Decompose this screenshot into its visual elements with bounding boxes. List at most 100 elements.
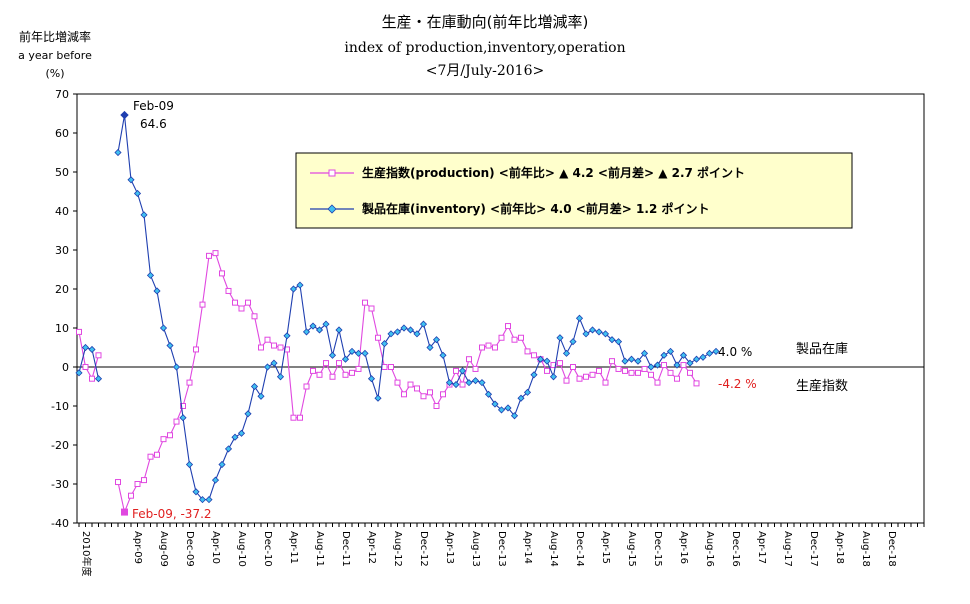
x-tick-label: Dec-15 — [652, 531, 663, 567]
data-point — [588, 326, 597, 334]
data-point — [407, 381, 414, 388]
data-point — [628, 369, 635, 376]
data-point — [686, 359, 694, 367]
data-point — [81, 343, 90, 352]
legend-marker-inventory — [327, 204, 337, 214]
data-point — [198, 496, 207, 504]
data-point — [186, 379, 193, 386]
chart-subtitle-date: <7月/July-2016> — [426, 63, 544, 79]
data-point — [237, 429, 246, 437]
data-point — [290, 414, 297, 421]
data-point — [510, 412, 519, 420]
legend-entry-production: 生産指数(production) <前年比> ▲ 4.2 <前月差> ▲ 2.7… — [362, 165, 745, 180]
data-point — [367, 375, 376, 383]
x-tick-label: Apr-17 — [756, 531, 767, 564]
data-point — [88, 345, 96, 354]
data-point — [401, 391, 407, 398]
x-tick-label: Dec-09 — [184, 531, 195, 567]
data-point — [622, 367, 628, 374]
x-tick-label: Apr-13 — [444, 531, 455, 564]
data-point — [251, 313, 258, 320]
data-point — [439, 351, 447, 359]
data-point — [419, 320, 428, 328]
y-tick-label: 50 — [55, 166, 69, 179]
data-point — [393, 328, 402, 336]
x-tick-label: Apr-10 — [210, 531, 221, 564]
data-point — [283, 332, 291, 340]
data-point — [232, 299, 238, 306]
x-tick-label: Dec-10 — [262, 531, 273, 567]
data-point — [420, 393, 427, 400]
data-point — [349, 369, 355, 376]
data-point — [127, 176, 135, 184]
data-point — [199, 301, 206, 308]
data-point — [518, 334, 524, 341]
data-point — [388, 364, 394, 370]
data-point — [374, 394, 382, 402]
data-point — [679, 351, 688, 359]
data-point — [336, 360, 342, 367]
series-production — [76, 250, 700, 516]
data-point — [342, 371, 349, 378]
data-point — [563, 377, 570, 384]
data-point — [258, 344, 264, 351]
x-tick-label: Dec-16 — [730, 531, 741, 567]
data-point — [648, 371, 654, 378]
data-point — [146, 271, 155, 279]
y-tick-label: -20 — [51, 439, 69, 452]
data-point — [413, 330, 421, 338]
data-point — [322, 320, 330, 328]
x-tick-label: Aug-13 — [470, 531, 481, 567]
data-point — [406, 326, 415, 334]
data-point — [270, 359, 278, 367]
data-point — [635, 369, 641, 376]
data-point — [159, 324, 168, 332]
data-point — [673, 361, 681, 369]
y-tick-label: 0 — [62, 361, 69, 374]
data-point — [602, 379, 609, 386]
data-point — [328, 351, 337, 359]
y-tick-label: -30 — [51, 478, 69, 491]
x-tick-label: Apr-11 — [288, 531, 299, 564]
data-point — [693, 380, 700, 387]
prod-low-label: Feb-09, -37.2 — [132, 507, 212, 521]
data-point — [641, 365, 648, 372]
data-point — [621, 357, 629, 365]
x-tick-label: Apr-18 — [834, 531, 845, 564]
data-point — [530, 371, 538, 379]
data-point — [94, 375, 103, 383]
data-point — [95, 352, 102, 359]
data-point — [466, 356, 472, 363]
data-point — [173, 418, 180, 425]
data-point — [160, 436, 167, 443]
data-point — [667, 369, 674, 376]
data-point — [205, 496, 213, 504]
prod-name-label: 生産指数 — [796, 378, 848, 394]
data-point — [562, 349, 571, 357]
data-point — [75, 369, 83, 377]
data-point — [271, 342, 277, 349]
data-point — [153, 287, 161, 295]
data-point — [531, 352, 537, 359]
x-tick-label: Aug-09 — [158, 531, 169, 567]
data-point — [596, 367, 602, 374]
data-point — [471, 377, 480, 385]
data-point — [498, 334, 505, 341]
data-point — [211, 476, 220, 484]
chart-title: 生産・在庫動向(前年比増減率) — [382, 13, 589, 31]
data-point — [433, 403, 440, 409]
data-point — [245, 299, 251, 306]
data-point — [277, 344, 284, 351]
y-tick-label: 30 — [55, 244, 69, 257]
data-point — [608, 336, 616, 344]
data-point — [583, 373, 589, 380]
data-point — [263, 363, 272, 371]
inv-peak-value: 64.6 — [140, 117, 167, 131]
data-point — [115, 479, 121, 486]
y-tick-label: 20 — [55, 283, 69, 296]
data-point — [354, 349, 363, 357]
data-point — [231, 433, 239, 441]
x-tick-label: Aug-11 — [314, 531, 325, 567]
y-tick-label: 10 — [55, 322, 69, 335]
